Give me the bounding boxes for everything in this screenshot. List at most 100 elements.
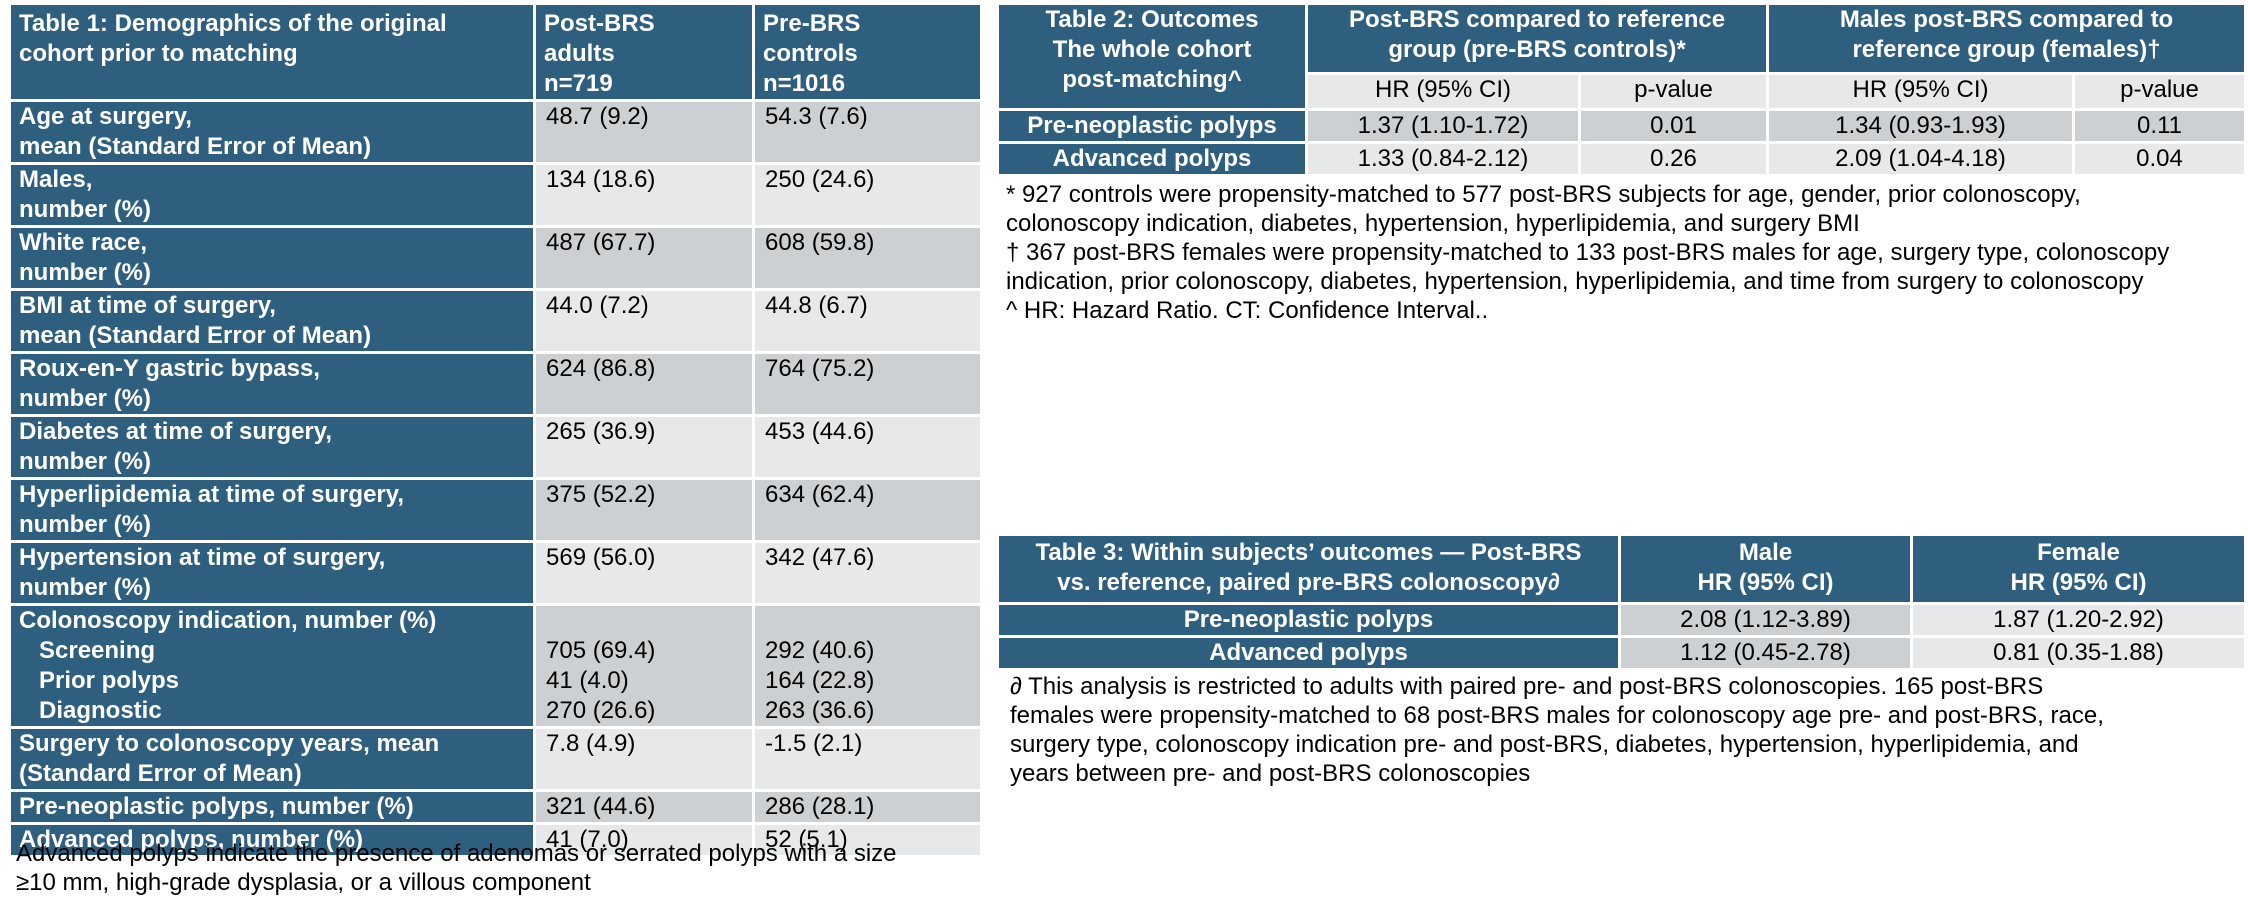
cell-female: 0.81 (0.35-1.88): [1910, 635, 2247, 671]
cell-post: 41 (7.0): [533, 822, 755, 858]
col-post-line3: n=719: [544, 70, 613, 97]
table-row: White race, number (%) 487 (67.7) 608 (59…: [8, 225, 983, 291]
cell-post: 487 (67.7): [533, 225, 755, 291]
table-row: Age at surgery, mean (Standard Error of M…: [8, 99, 983, 165]
cell-post: 375 (52.2): [533, 477, 755, 543]
cell-p: 0.26: [1577, 141, 1770, 177]
col-pre-line1: Pre-BRS: [763, 10, 861, 37]
table-1-title-text: Table 1: Demographics of the original co…: [19, 10, 447, 67]
table-1-footnote: Advanced polyps indicate the presence of…: [16, 839, 897, 897]
cell-post: 705 (69.4) 41 (4.0) 270 (26.6): [533, 603, 755, 729]
table-row: Males, number (%) 134 (18.6) 250 (24.6): [8, 162, 983, 228]
cell-p: 0.11: [2072, 108, 2248, 144]
note-line: surgery type, colonoscopy indication pre…: [1010, 731, 2079, 758]
row-label: Advanced polyps: [996, 635, 1621, 671]
cell-p: 0.01: [1577, 108, 1770, 144]
cell-male: 2.08 (1.12-3.89): [1618, 602, 1913, 638]
table-row: Hyperlipidemia at time of surgery, number…: [8, 477, 983, 543]
cell-pre: 286 (28.1): [752, 789, 983, 825]
table-3: Table 3: Within subjects’ outcomes — Pos…: [996, 533, 2247, 671]
cell-pre: 634 (62.4): [752, 477, 983, 543]
table-2-group-1: Post-BRS compared to reference group (pre…: [1304, 2, 1770, 75]
row-label: BMI at time of surgery, mean (Standard Er…: [8, 288, 536, 354]
table-row: Advanced polyps, number (%) 41 (7.0) 52 …: [8, 822, 983, 858]
table-row: Pre-neoplastic polyps 2.08 (1.12-3.89) 1…: [996, 602, 2247, 638]
col-post-line2: adults: [544, 40, 615, 67]
cell-post: 44.0 (7.2): [533, 288, 755, 354]
sub-header-hr: HR (95% CI): [1766, 71, 2076, 112]
cell-pre: 292 (40.6) 164 (22.8) 263 (36.6): [752, 603, 983, 729]
table-1-title: Table 1: Demographics of the original co…: [8, 2, 536, 102]
cell-hr: 1.37 (1.10-1.72): [1305, 108, 1581, 144]
note-line: females were propensity-matched to 68 po…: [1010, 702, 2104, 729]
cell-hr: 1.33 (0.84-2.12): [1305, 141, 1581, 177]
table-row-colonoscopy: Colonoscopy indication, number (%) Scree…: [8, 603, 983, 729]
table-3-notes: ∂ This analysis is restricted to adults …: [1010, 672, 2104, 788]
cell-post: 134 (18.6): [533, 162, 755, 228]
table-row: Pre-neoplastic polyps 1.37 (1.10-1.72) 0…: [996, 108, 2248, 144]
table-1-col-pre: Pre-BRS controls n=1016: [752, 2, 983, 102]
cell-pre: 250 (24.6): [752, 162, 983, 228]
table-row: Advanced polyps 1.12 (0.45-2.78) 0.81 (0…: [996, 635, 2247, 671]
table-row: Roux-en-Y gastric bypass, number (%) 624 …: [8, 351, 983, 417]
cell-hr: 2.09 (1.04-4.18): [1766, 141, 2076, 177]
table-3-col-female: Female HR (95% CI): [1910, 533, 2247, 605]
footnote-line: Advanced polyps indicate the presence of…: [16, 840, 897, 867]
cell-pre: 764 (75.2): [752, 351, 983, 417]
table-row: Hypertension at time of surgery, number (…: [8, 540, 983, 606]
cell-pre: 608 (59.8): [752, 225, 983, 291]
note-line: years between pre- and post-BRS colonosc…: [1010, 760, 1531, 787]
row-label: Hypertension at time of surgery, number (…: [8, 540, 536, 606]
table-row: Advanced polyps 1.33 (0.84-2.12) 0.26 2.…: [996, 141, 2248, 177]
cell-post: 569 (56.0): [533, 540, 755, 606]
table-2-title: Table 2: Outcomes The whole cohort post-ma…: [996, 2, 1308, 111]
row-label: Pre-neoplastic polyps: [996, 108, 1308, 144]
cell-pre: 44.8 (6.7): [752, 288, 983, 354]
col-pre-line2: controls: [763, 40, 858, 67]
note-line: indication, prior colonoscopy, diabetes,…: [1006, 268, 2144, 295]
note-line: ∂ This analysis is restricted to adults …: [1010, 673, 2044, 700]
col-pre-line3: n=1016: [763, 70, 846, 97]
cell-pre: -1.5 (2.1): [752, 726, 983, 792]
row-label: Diabetes at time of surgery, number (%): [8, 414, 536, 480]
cell-hr: 1.34 (0.93-1.93): [1766, 108, 2076, 144]
note-line: * 927 controls were propensity-matched t…: [1006, 181, 2081, 208]
table-3-col-male: Male HR (95% CI): [1618, 533, 1913, 605]
cell-post: 624 (86.8): [533, 351, 755, 417]
table-3-title: Table 3: Within subjects’ outcomes — Pos…: [996, 533, 1621, 605]
cell-pre: 52 (5.1): [752, 822, 983, 858]
sub-header-hr: HR (95% CI): [1305, 71, 1581, 112]
cell-male: 1.12 (0.45-2.78): [1618, 635, 1913, 671]
row-label: Colonoscopy indication, number (%) Scree…: [8, 603, 536, 729]
cell-female: 1.87 (1.20-2.92): [1910, 602, 2247, 638]
col-post-line1: Post-BRS: [544, 10, 655, 37]
row-label: Pre-neoplastic polyps, number (%): [8, 789, 536, 825]
cell-post: 265 (36.9): [533, 414, 755, 480]
table-1-col-post: Post-BRS adults n=719: [533, 2, 755, 102]
cell-pre: 54.3 (7.6): [752, 99, 983, 165]
table-row: Pre-neoplastic polyps, number (%) 321 (4…: [8, 789, 983, 825]
note-line: colonoscopy indication, diabetes, hypert…: [1006, 210, 1860, 237]
row-label: Advanced polyps: [996, 141, 1308, 177]
note-line: † 367 post-BRS females were propensity-m…: [1006, 239, 2170, 266]
table-1: Table 1: Demographics of the original co…: [8, 2, 983, 858]
cell-p: 0.04: [2072, 141, 2248, 177]
row-label: Roux-en-Y gastric bypass, number (%): [8, 351, 536, 417]
cell-pre: 342 (47.6): [752, 540, 983, 606]
cell-post: 7.8 (4.9): [533, 726, 755, 792]
cell-pre: 453 (44.6): [752, 414, 983, 480]
row-label: White race, number (%): [8, 225, 536, 291]
table-row: BMI at time of surgery, mean (Standard Er…: [8, 288, 983, 354]
table-row: Diabetes at time of surgery, number (%) 2…: [8, 414, 983, 480]
row-label: Surgery to colonoscopy years, mean (Stand…: [8, 726, 536, 792]
cell-post: 48.7 (9.2): [533, 99, 755, 165]
table-row: Surgery to colonoscopy years, mean (Stand…: [8, 726, 983, 792]
sub-header-p: p-value: [1577, 71, 1770, 112]
note-line: ^ HR: Hazard Ratio. CT: Confidence Inter…: [1006, 297, 1489, 324]
table-2-group-2: Males post-BRS compared to reference grou…: [1766, 2, 2248, 75]
table-2: Table 2: Outcomes The whole cohort post-ma…: [996, 2, 2248, 177]
sub-header-p: p-value: [2072, 71, 2248, 112]
row-label: Age at surgery, mean (Standard Error of M…: [8, 99, 536, 165]
row-label: Advanced polyps, number (%): [8, 822, 536, 858]
table-2-notes: * 927 controls were propensity-matched t…: [1006, 180, 2169, 325]
